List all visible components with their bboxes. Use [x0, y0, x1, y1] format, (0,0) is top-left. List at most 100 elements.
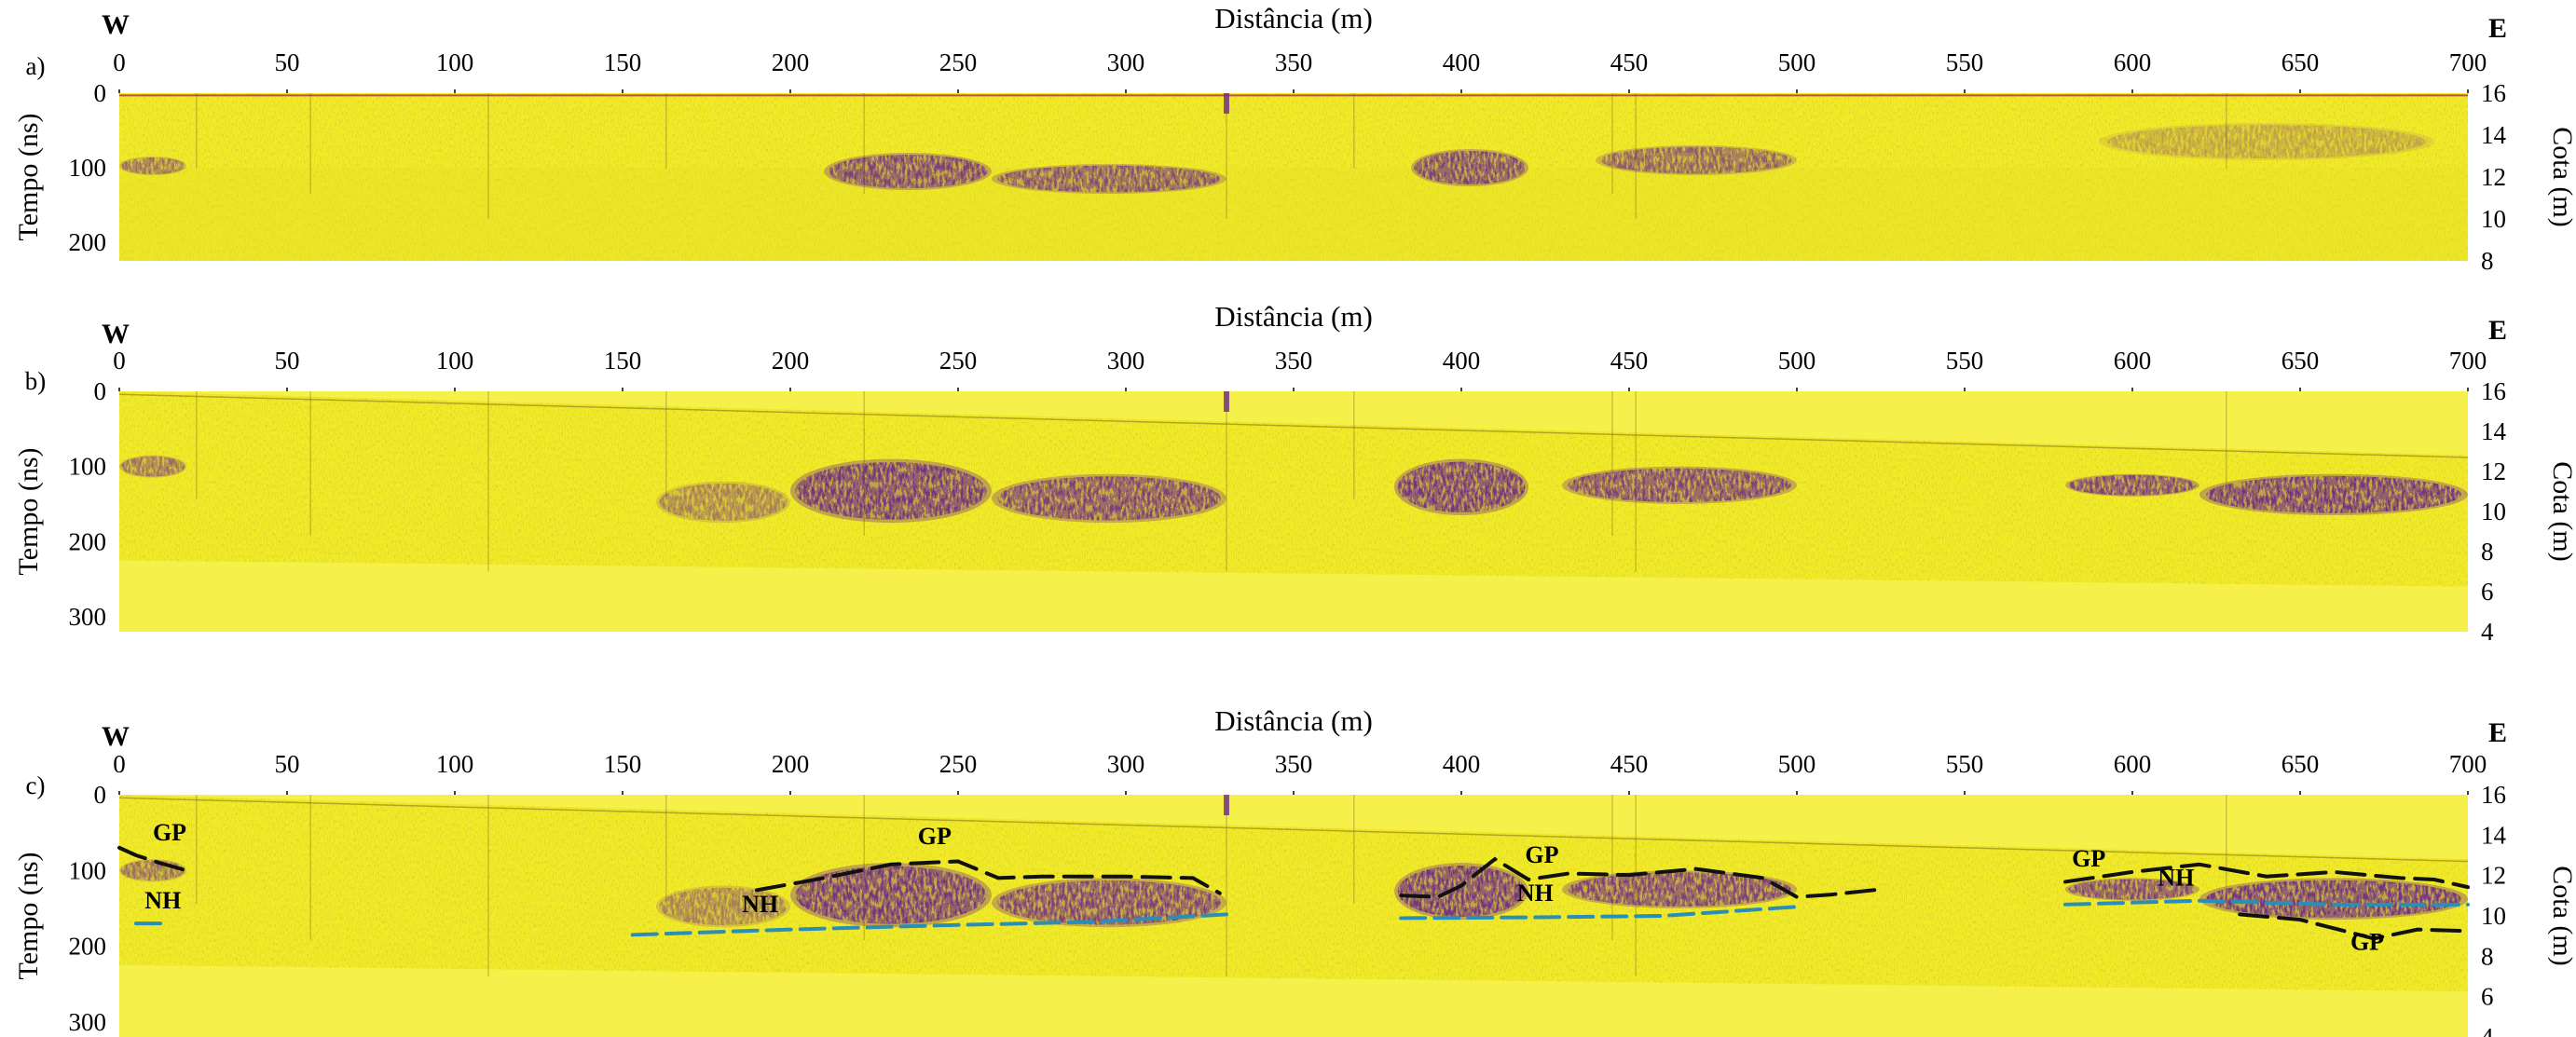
reflector-texture	[1568, 872, 1791, 907]
radargram	[119, 795, 2468, 1037]
y-axis-title: Tempo (ns)	[13, 113, 44, 240]
y-axis-title: Tempo (ns)	[13, 852, 44, 979]
x-tick-label: 600	[2114, 48, 2152, 76]
reflector-zone	[2199, 878, 2468, 921]
label-gp: GP	[153, 819, 186, 846]
x-tick-label: 400	[1443, 347, 1481, 375]
direction-west: W	[102, 9, 130, 40]
label-gp: GP	[1525, 841, 1558, 868]
y-tick-label: 200	[69, 933, 107, 961]
x-tick-label: 450	[1610, 48, 1649, 76]
reflector-zone	[656, 885, 790, 928]
x-tick-label: 700	[2449, 347, 2487, 375]
panel-letter: c)	[26, 771, 46, 799]
surface-anomaly	[1224, 795, 1229, 815]
y2-tick-label: 6	[2481, 578, 2494, 606]
x-tick-label: 500	[1778, 750, 1816, 778]
x-tick-label: 500	[1778, 347, 1816, 375]
y2-tick-label: 8	[2481, 247, 2494, 275]
reflector-texture	[120, 157, 185, 174]
x-tick-label: 100	[436, 750, 474, 778]
topographic-correction-zone	[119, 795, 2468, 860]
x-tick-label: 650	[2281, 48, 2320, 76]
x-tick-label: 550	[1946, 750, 1984, 778]
reflector-zone	[1562, 466, 1797, 504]
reflector-texture	[1600, 146, 1792, 174]
y2-tick-label: 14	[2481, 417, 2507, 445]
reflector-texture	[2206, 880, 2461, 918]
label-gp: GP	[918, 823, 952, 850]
x-tick-label: 350	[1275, 48, 1313, 76]
reflector-texture	[120, 860, 185, 881]
panel-b: 0 50 100 150 200 250 300 350 400 450 500 550 600 650 7…	[13, 300, 2576, 646]
x-tick-label: 50	[275, 750, 300, 778]
direction-east: E	[2488, 315, 2507, 346]
reflector-texture	[795, 461, 987, 520]
reflector-texture	[1397, 461, 1526, 513]
label-nh: NH	[742, 891, 778, 918]
x-tick-label: 300	[1107, 750, 1145, 778]
y2-tick-label: 16	[2481, 79, 2506, 107]
y2-tick-label: 12	[2481, 163, 2506, 191]
surface-anomaly	[1224, 93, 1229, 114]
x-tick-label: 200	[772, 48, 810, 76]
x-tick-label: 50	[275, 48, 300, 76]
x-tick-label: 700	[2449, 750, 2487, 778]
x-tick-label: 300	[1107, 347, 1145, 375]
y2-tick-label: 4	[2481, 1023, 2494, 1037]
reflector-zone	[2065, 473, 2199, 497]
x-tick-label: 100	[436, 48, 474, 76]
y2-axis-title: Cota (m)	[2547, 127, 2576, 226]
reflector-texture	[1397, 866, 1526, 918]
panel-letter: b)	[25, 367, 47, 395]
y2-tick-label: 10	[2481, 902, 2506, 930]
y-tick-label: 200	[69, 228, 107, 256]
x-tick-label: 0	[113, 750, 126, 778]
lower-section	[119, 168, 2468, 261]
x-axis-title: Distância (m)	[1214, 2, 1373, 34]
x-tick-label: 450	[1610, 750, 1649, 778]
reflector-texture	[659, 887, 788, 925]
reflector-zone	[119, 455, 186, 478]
x-tick-label: 50	[275, 347, 300, 375]
gp-boundary-line	[117, 845, 188, 873]
reflector-zone	[2099, 123, 2434, 160]
reflector-texture	[997, 165, 1221, 193]
gp-boundary-line	[2238, 912, 2470, 941]
surface-reflection	[119, 393, 2468, 458]
x-tick-label: 0	[113, 48, 126, 76]
reflector-texture	[2107, 125, 2426, 158]
y-tick-label: 100	[69, 856, 107, 884]
x-tick-label: 650	[2281, 750, 2320, 778]
y2-tick-label: 14	[2481, 121, 2507, 149]
direction-east: E	[2488, 717, 2507, 748]
gp-boundary-line	[1399, 856, 1883, 899]
reflector-zone	[1394, 863, 1528, 921]
x-tick-label: 600	[2114, 347, 2152, 375]
direction-west: W	[102, 319, 130, 349]
reflector-texture	[997, 880, 1221, 925]
panel-letter: a)	[26, 52, 46, 80]
radargram-noise	[119, 93, 2468, 261]
x-tick-label: 200	[772, 347, 810, 375]
reflector-texture	[795, 866, 987, 924]
y-tick-label: 300	[69, 1008, 107, 1036]
x-tick-label: 400	[1443, 750, 1481, 778]
x-tick-label: 350	[1275, 750, 1313, 778]
label-gp: GP	[2350, 929, 2384, 956]
surface-reflection	[119, 797, 2468, 863]
x-tick-label: 250	[939, 48, 978, 76]
surface-anomaly	[1224, 391, 1229, 412]
radargram	[119, 93, 2468, 261]
gp-boundary-line	[2063, 862, 2470, 890]
y-tick-label: 0	[94, 781, 107, 809]
reflector-zone	[1411, 149, 1528, 186]
y-tick-label: 0	[94, 79, 107, 107]
reflector-zone	[992, 473, 1226, 524]
nh-boundary-line	[2063, 898, 2470, 907]
y2-axis-title: Cota (m)	[2547, 866, 2576, 965]
nh-boundary-line	[630, 912, 1228, 937]
x-tick-label: 550	[1946, 48, 1984, 76]
reflector-zone	[1596, 145, 1797, 175]
